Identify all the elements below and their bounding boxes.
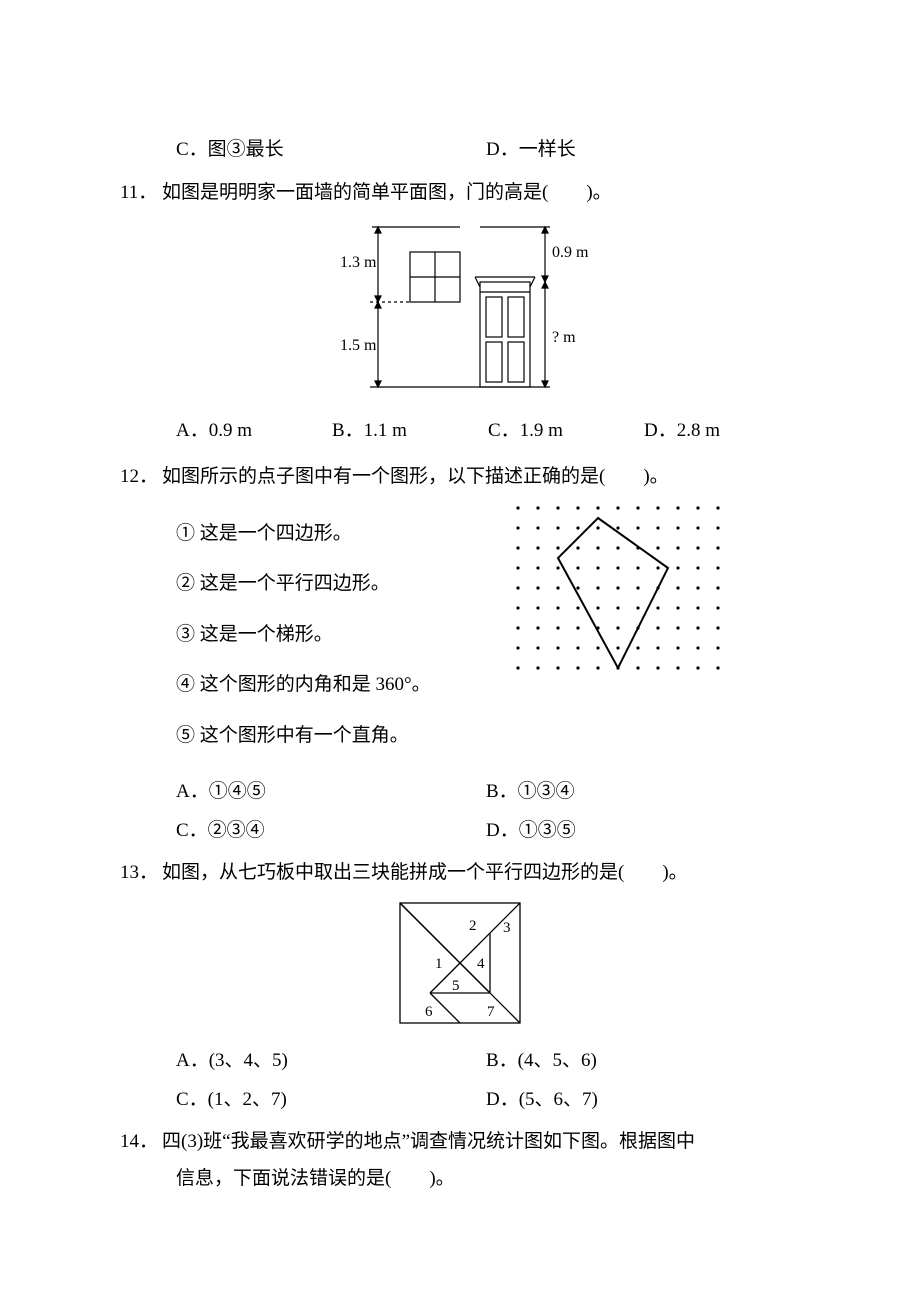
exam-page: C．图③最长 D．一样长 11． 如图是明明家一面墙的简单平面图，门的高是( )… bbox=[0, 0, 920, 1267]
q11-text: 如图是明明家一面墙的简单平面图，门的高是( )。 bbox=[162, 179, 800, 208]
q12-text: 如图所示的点子图中有一个图形，以下描述正确的是( )。 bbox=[162, 463, 800, 492]
q11-option-d: D．2.8 m bbox=[644, 417, 800, 446]
q11-wall-diagram: 1.3 m 1.5 m 0.9 m ? m bbox=[330, 217, 590, 397]
q12-option-b: B．①③④ bbox=[486, 778, 796, 807]
q13-option-a: A．(3、4、5) bbox=[176, 1047, 486, 1076]
q11-option-b: B．1.1 m bbox=[332, 417, 488, 446]
q13-figure: 1 2 3 4 5 6 7 bbox=[120, 898, 800, 1038]
q12-figure bbox=[506, 492, 800, 773]
q11-option-c: C．1.9 m bbox=[488, 417, 644, 446]
q12-body: ① 这是一个四边形。 ② 这是一个平行四边形。 ③ 这是一个梯形。 ④ 这个图形… bbox=[120, 492, 800, 773]
q10-options-row2: C．图③最长 D．一样长 bbox=[120, 136, 800, 165]
q11-figure: 1.3 m 1.5 m 0.9 m ? m bbox=[120, 217, 800, 407]
q12: 12． 如图所示的点子图中有一个图形，以下描述正确的是( )。 ① 这是一个四边… bbox=[120, 463, 800, 845]
q14-text-line1: 四(3)班“我最喜欢研学的地点”调查情况统计图如下图。根据图中 bbox=[162, 1128, 800, 1157]
q13-piece-4: 4 bbox=[477, 956, 485, 972]
q11-label-15: 1.5 m bbox=[340, 337, 377, 354]
q13-piece-3: 3 bbox=[503, 920, 511, 936]
q13-stem: 13． 如图，从七巧板中取出三块能拼成一个平行四边形的是( )。 bbox=[120, 859, 800, 888]
q12-dotgrid bbox=[506, 496, 746, 696]
q10-option-c: C．图③最长 bbox=[176, 136, 486, 165]
q13-number: 13． bbox=[120, 859, 162, 888]
q12-stem: 12． 如图所示的点子图中有一个图形，以下描述正确的是( )。 bbox=[120, 463, 800, 492]
q11-stem: 11． 如图是明明家一面墙的简单平面图，门的高是( )。 bbox=[120, 179, 800, 208]
q12-item-3: ③ 这是一个梯形。 bbox=[176, 621, 506, 650]
q13-text: 如图，从七巧板中取出三块能拼成一个平行四边形的是( )。 bbox=[162, 859, 800, 888]
q12-number: 12． bbox=[120, 463, 162, 492]
q14: 14． 四(3)班“我最喜欢研学的地点”调查情况统计图如下图。根据图中 信息，下… bbox=[120, 1128, 800, 1193]
q11-number: 11． bbox=[120, 179, 162, 208]
q12-item-1: ① 这是一个四边形。 bbox=[176, 520, 506, 549]
q12-option-a: A．①④⑤ bbox=[176, 778, 486, 807]
q13: 13． 如图，从七巧板中取出三块能拼成一个平行四边形的是( )。 1 bbox=[120, 859, 800, 1114]
q12-options-row1: A．①④⑤ B．①③④ bbox=[120, 778, 800, 807]
q11: 11． 如图是明明家一面墙的简单平面图，门的高是( )。 bbox=[120, 179, 800, 446]
q14-number: 14． bbox=[120, 1128, 162, 1157]
q12-item-4: ④ 这个图形的内角和是 360°。 bbox=[176, 671, 506, 700]
q13-piece-6: 6 bbox=[425, 1004, 433, 1020]
q13-piece-5: 5 bbox=[452, 978, 460, 994]
q13-option-d: D．(5、6、7) bbox=[486, 1086, 796, 1115]
q12-option-d: D．①③⑤ bbox=[486, 817, 796, 846]
q14-text-line2: 信息，下面说法错误的是( )。 bbox=[120, 1165, 800, 1194]
q14-stem: 14． 四(3)班“我最喜欢研学的地点”调查情况统计图如下图。根据图中 bbox=[120, 1128, 800, 1157]
q13-tangram: 1 2 3 4 5 6 7 bbox=[395, 898, 525, 1028]
q12-item-list: ① 这是一个四边形。 ② 这是一个平行四边形。 ③ 这是一个梯形。 ④ 这个图形… bbox=[176, 492, 506, 773]
q13-option-b: B．(4、5、6) bbox=[486, 1047, 796, 1076]
q11-options: A．0.9 m B．1.1 m C．1.9 m D．2.8 m bbox=[120, 417, 800, 446]
q11-label-09: 0.9 m bbox=[552, 244, 589, 261]
q12-item-5: ⑤ 这个图形中有一个直角。 bbox=[176, 722, 506, 751]
q10-option-d: D．一样长 bbox=[486, 136, 796, 165]
q12-options-row2: C．②③④ D．①③⑤ bbox=[120, 817, 800, 846]
q11-label-qm: ? m bbox=[552, 329, 576, 346]
q13-option-c: C．(1、2、7) bbox=[176, 1086, 486, 1115]
q13-options-row2: C．(1、2、7) D．(5、6、7) bbox=[120, 1086, 800, 1115]
q12-option-c: C．②③④ bbox=[176, 817, 486, 846]
q13-piece-7: 7 bbox=[487, 1004, 495, 1020]
q13-piece-2: 2 bbox=[469, 918, 477, 934]
q12-item-2: ② 这是一个平行四边形。 bbox=[176, 570, 506, 599]
q11-option-a: A．0.9 m bbox=[176, 417, 332, 446]
q13-options-row1: A．(3、4、5) B．(4、5、6) bbox=[120, 1047, 800, 1076]
q11-label-13: 1.3 m bbox=[340, 254, 377, 271]
q13-piece-1: 1 bbox=[435, 956, 443, 972]
